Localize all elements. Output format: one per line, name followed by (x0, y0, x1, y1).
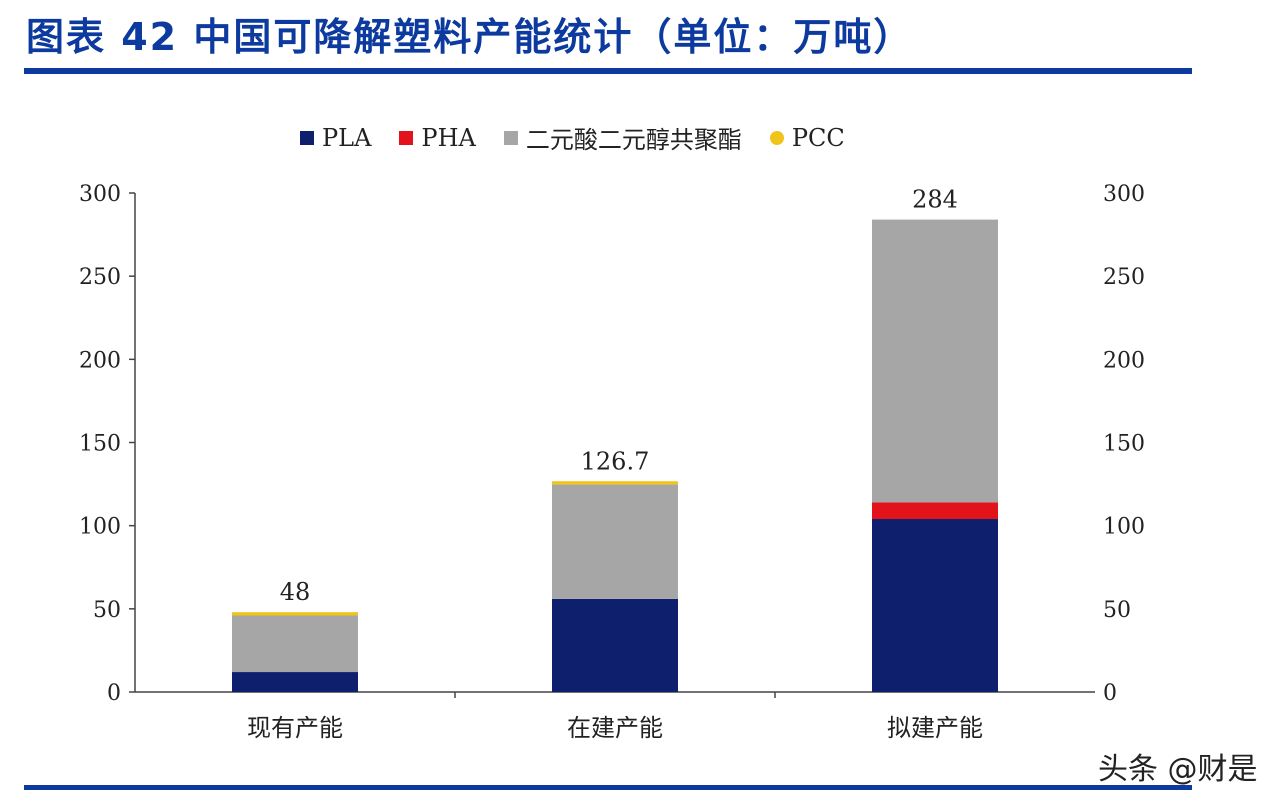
x-category-label: 现有产能 (247, 714, 343, 742)
y-tick-label: 0 (107, 681, 121, 706)
legend-label: PLA (322, 123, 372, 152)
chart-legend: PLA PHA 二元酸二元醇共聚酯 PCC (300, 120, 845, 155)
y2-tick-label: 50 (1103, 598, 1131, 623)
bar-total-label: 284 (912, 186, 958, 214)
legend-item: 二元酸二元醇共聚酯 (503, 120, 742, 155)
y2-tick-label: 200 (1103, 348, 1145, 373)
y-tick-label: 150 (79, 432, 121, 457)
bar-segment-pla (872, 519, 998, 692)
legend-item: PLA (300, 120, 371, 155)
bar-segment-pha (872, 502, 998, 520)
x-category-label: 拟建产能 (887, 714, 983, 742)
bar-total-label: 126.7 (581, 447, 650, 475)
title-rule (24, 68, 1192, 74)
bar-segment-二元酸二元醇共聚酯 (872, 219, 998, 503)
x-category-label: 在建产能 (567, 714, 663, 742)
y-tick-label: 200 (79, 348, 121, 373)
legend-swatch (503, 130, 518, 145)
y2-tick-label: 250 (1103, 265, 1145, 290)
bar-segment-pla (232, 672, 358, 692)
legend-label: PHA (421, 123, 476, 152)
y2-tick-label: 100 (1103, 515, 1145, 540)
y2-tick-label: 300 (1103, 182, 1145, 207)
bar-total-label: 48 (280, 578, 311, 606)
page-title: 图表 42 中国可降解塑料产能统计（单位：万吨） (26, 15, 914, 59)
bar-segment-二元酸二元醇共聚酯 (552, 484, 678, 599)
bar-segment-pcc (552, 481, 678, 485)
legend-label: PCC (791, 123, 845, 152)
legend-item: PHA (399, 120, 476, 155)
legend-label: 二元酸二元醇共聚酯 (525, 126, 742, 154)
y2-tick-label: 0 (1103, 681, 1117, 706)
legend-item: PCC (769, 120, 845, 155)
bottom-rule (24, 785, 1192, 790)
legend-swatch (399, 130, 414, 145)
bar-segment-pla (552, 598, 678, 692)
bar-segment-pcc (232, 612, 358, 616)
legend-swatch (769, 130, 784, 145)
y-tick-label: 100 (79, 515, 121, 540)
y-tick-label: 50 (93, 598, 121, 623)
legend-swatch (300, 130, 314, 145)
y2-tick-label: 150 (1103, 432, 1145, 457)
watermark: 头条 @财是 (1098, 752, 1258, 787)
y-tick-label: 300 (79, 182, 121, 207)
y-tick-label: 250 (79, 265, 121, 290)
bar-segment-二元酸二元醇共聚酯 (232, 615, 358, 673)
